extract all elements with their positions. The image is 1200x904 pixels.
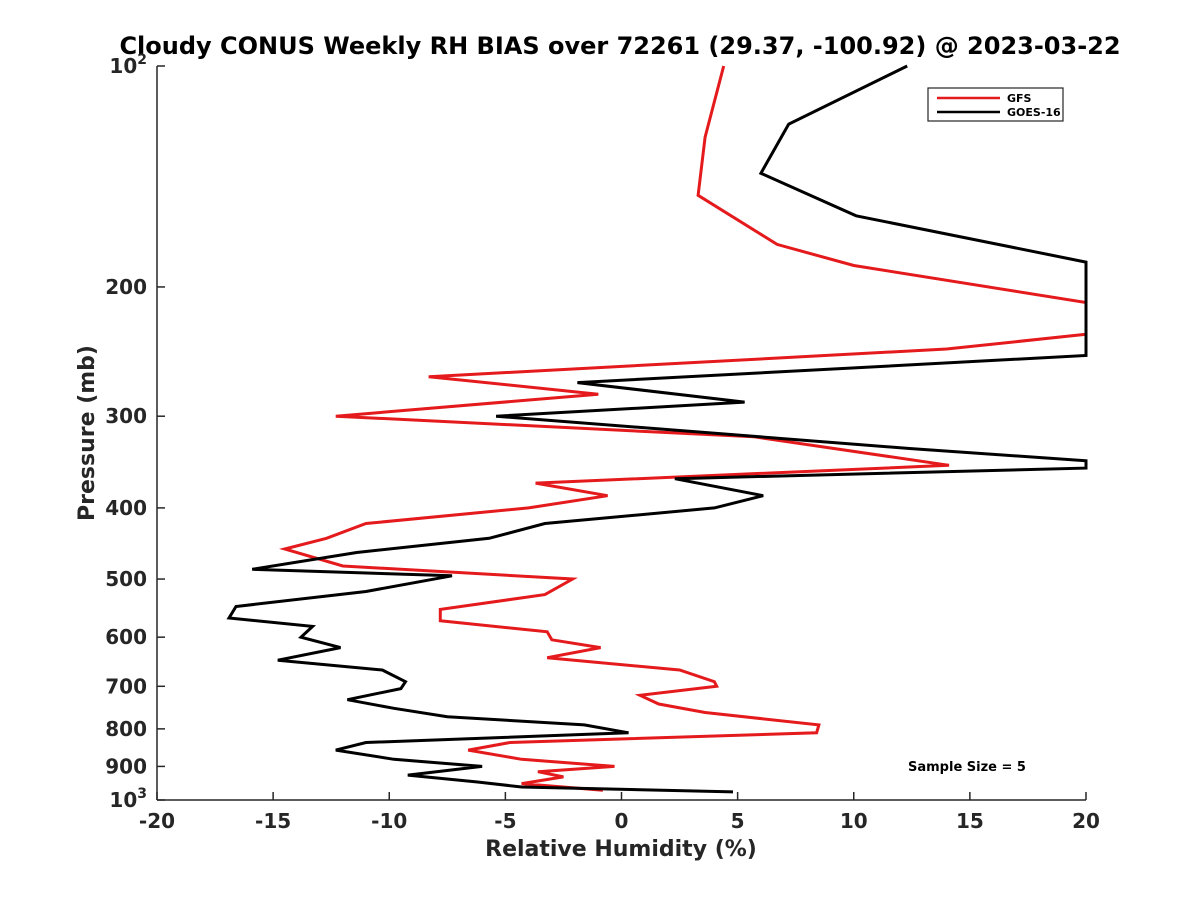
x-tick-label: 5 (731, 809, 745, 833)
y-tick-label: 700 (105, 674, 147, 698)
y-tick-label: 900 (105, 754, 147, 778)
y-tick-label: 800 (105, 717, 147, 741)
x-tick-label: 10 (840, 809, 868, 833)
x-axis-label: Relative Humidity (%) (485, 837, 757, 862)
x-tick-label: 20 (1072, 809, 1100, 833)
series-line-goes-16 (226, 64, 1088, 794)
y-tick-label: 103 (109, 786, 147, 812)
sample-size-annotation: Sample Size = 5 (908, 760, 1026, 775)
legend-label-gfs: GFS (1007, 92, 1032, 105)
y-tick-label: 300 (105, 404, 147, 428)
x-tick-label: -5 (494, 809, 516, 833)
legend-label-goes-16: GOES-16 (1007, 106, 1061, 119)
y-tick-label: 102 (109, 52, 147, 78)
axes-layer: -20 -15 -10 -5 0 5 10 15 20 102 200 300 400 500 600 700… (105, 52, 1100, 833)
legend-box (927, 87, 1064, 122)
x-tick-label: 0 (615, 809, 629, 833)
y-axis-label: Pressure (mb) (75, 345, 100, 521)
y-tick-label: 600 (105, 625, 147, 649)
series-line-gfs (279, 65, 1088, 792)
x-tick-label: 15 (956, 809, 984, 833)
x-tick-label: -10 (371, 809, 407, 833)
chart-title: Cloudy CONUS Weekly RH BIAS over 72261 (… (119, 32, 1120, 60)
y-tick-label: 500 (105, 567, 147, 591)
y-tick-label: 200 (105, 275, 147, 299)
series-layer (226, 64, 1088, 794)
y-tick-label: 400 (105, 496, 147, 520)
x-tick-label: -20 (139, 809, 175, 833)
x-tick-label: -15 (255, 809, 291, 833)
